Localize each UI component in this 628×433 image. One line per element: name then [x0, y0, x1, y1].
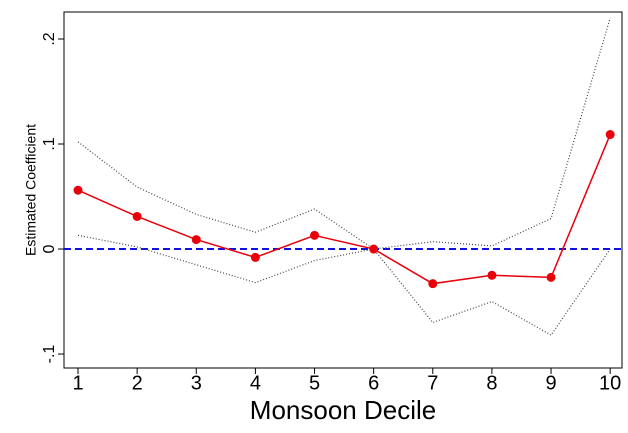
- data-point: [191, 235, 201, 245]
- y-tick-label: 0: [41, 244, 58, 253]
- data-point: [310, 230, 320, 240]
- data-point: [487, 270, 497, 280]
- data-point: [546, 272, 556, 282]
- data-point: [73, 185, 83, 195]
- plot-frame: [63, 11, 623, 369]
- x-tick-label: 4: [250, 372, 261, 394]
- data-point: [428, 279, 438, 289]
- x-axis-title: Monsoon Decile: [250, 395, 436, 425]
- x-tick-label: 5: [309, 372, 320, 394]
- data-point: [250, 252, 260, 262]
- y-tick-label: .2: [41, 32, 58, 45]
- ci-line: [77, 234, 611, 336]
- x-tick-label: 2: [132, 372, 143, 394]
- x-tick-label: 8: [486, 372, 497, 394]
- x-tick-label: 9: [545, 372, 556, 394]
- data-point: [132, 211, 142, 221]
- y-tick-label: .1: [41, 137, 58, 150]
- estimate-line: [77, 134, 611, 285]
- x-tick-label: 1: [72, 372, 83, 394]
- data-point: [605, 130, 615, 140]
- x-tick-label: 6: [368, 372, 379, 394]
- y-tick-label: -.1: [41, 345, 58, 364]
- ci-line: [77, 17, 611, 250]
- x-tick-label: 7: [427, 372, 438, 394]
- data-point: [369, 244, 379, 254]
- x-tick-label: 10: [599, 372, 621, 394]
- y-axis-title: Estimated Coefficient: [23, 124, 39, 256]
- x-tick-label: 3: [191, 372, 202, 394]
